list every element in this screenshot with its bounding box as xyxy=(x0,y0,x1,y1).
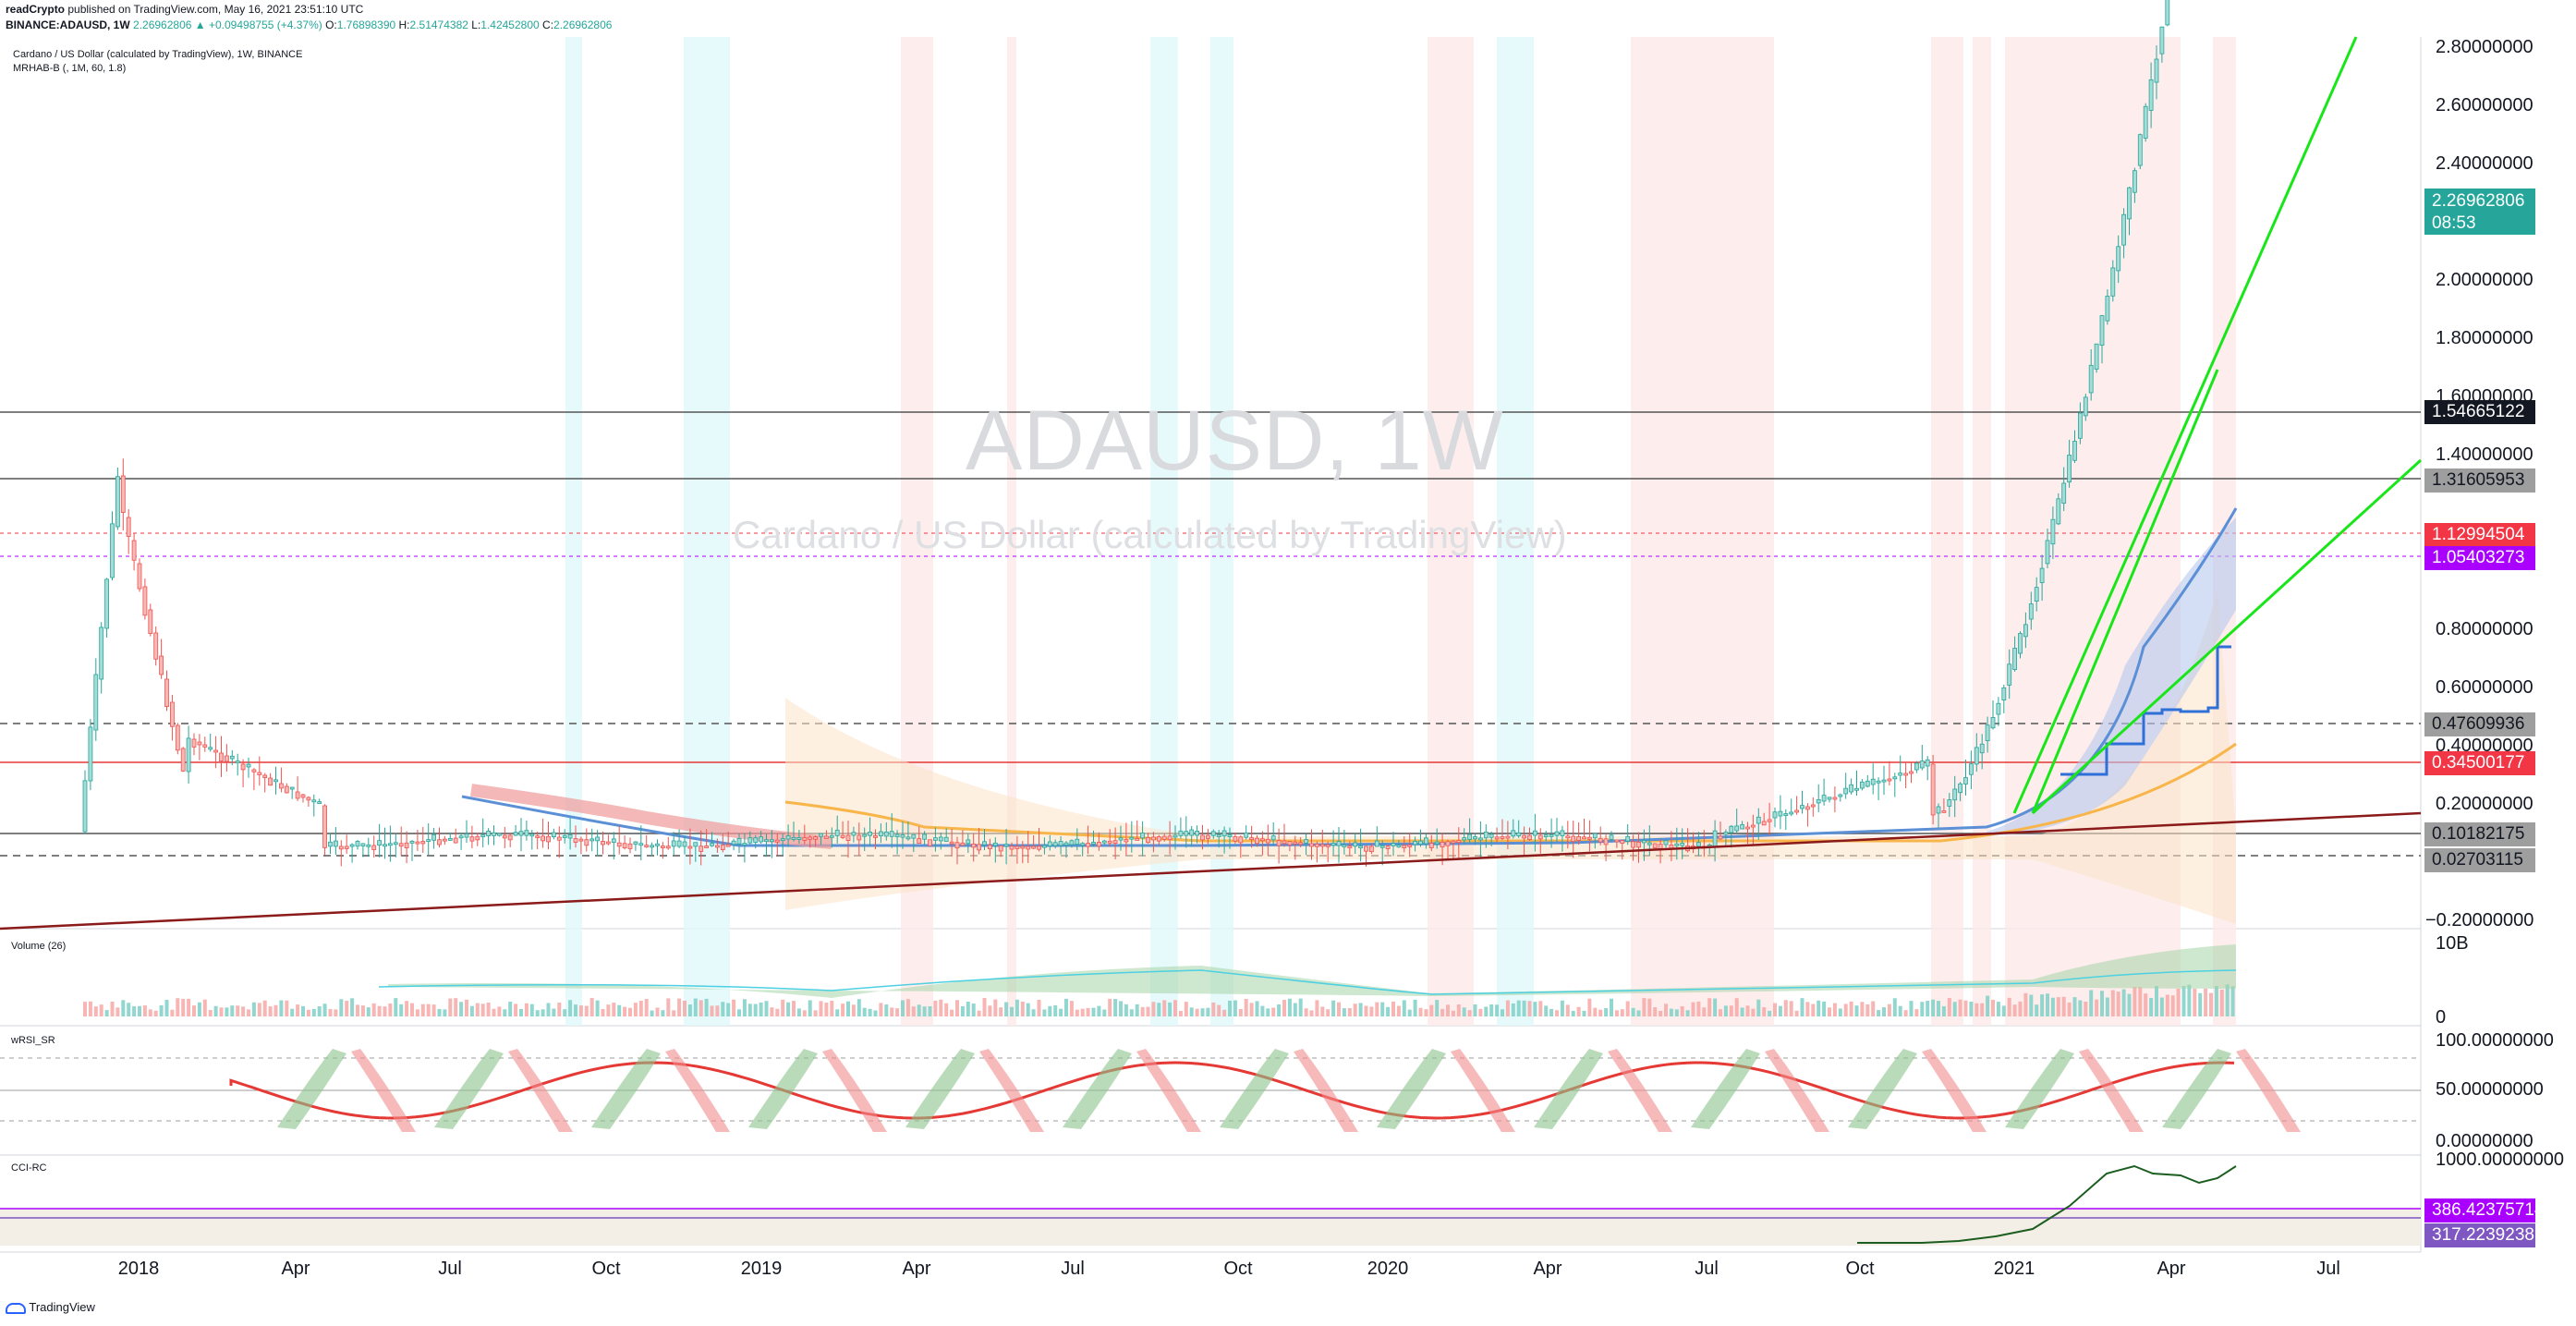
red-ma-line xyxy=(470,784,832,849)
cci-pane xyxy=(0,1164,2421,1246)
level-badge-5: 0.47609936 xyxy=(2424,712,2535,736)
last-price-badge: 2.26962806 08:53 xyxy=(2424,189,2535,235)
wrsi-pane-title[interactable]: wRSI_SR xyxy=(11,1035,55,1046)
level-badge-4: 1.05403273 xyxy=(2424,546,2535,570)
cci-badge-2: 317.22392389 xyxy=(2424,1223,2545,1247)
volume-axis-top: 10B xyxy=(2436,933,2469,954)
wrsi-axis-100: 100.00000000 xyxy=(2436,1030,2554,1051)
level-badge-6: 0.34500177 xyxy=(2424,751,2535,775)
publish-line: readCrypto published on TradingView.com,… xyxy=(6,3,364,16)
orange-ma-line xyxy=(784,742,2237,843)
level-badge-3: 1.12994504 xyxy=(2424,523,2535,547)
level-badge-8: 0.02703115 xyxy=(2424,848,2535,872)
cloud-area xyxy=(1987,517,2236,836)
green-trendline-mid xyxy=(2031,369,2219,814)
cci-badge-1: 386.42375714 xyxy=(2424,1198,2545,1223)
level-badge-7: 0.10182175 xyxy=(2424,822,2535,846)
volume-pane-title[interactable]: Volume (26) xyxy=(11,941,67,952)
tradingview-cloud-icon xyxy=(6,1302,26,1314)
price-candles xyxy=(82,0,2170,867)
author-name[interactable]: readCrypto xyxy=(6,3,66,16)
wrsi-axis-0: 0.00000000 xyxy=(2436,1131,2533,1151)
level-badge-2: 1.31605953 xyxy=(2424,468,2535,493)
green-trendline-steep xyxy=(2012,36,2358,814)
indicator-legend[interactable]: MRHAB-B (, 1M, 60, 1.8) xyxy=(13,63,127,74)
watermark-description: Cardano / US Dollar (calculated by Tradi… xyxy=(733,513,1567,556)
wrsi-pane xyxy=(0,1049,2421,1132)
red-trendline xyxy=(0,811,2422,931)
volume-ma-line xyxy=(378,969,2237,995)
volume-ma-area xyxy=(388,944,2236,998)
volume-axis-bottom: 0 xyxy=(2436,1007,2447,1028)
series-legend[interactable]: Cardano / US Dollar (calculated by Tradi… xyxy=(13,49,303,60)
wrsi-axis-50: 50.00000000 xyxy=(2436,1079,2544,1100)
green-trendline-shallow xyxy=(2031,458,2423,815)
blue-step-line xyxy=(2060,645,2231,776)
cci-pane-title[interactable]: CCI-RC xyxy=(11,1162,47,1174)
cci-axis-top: 1000.00000000 xyxy=(2436,1150,2565,1170)
level-badge-1: 1.54665122 xyxy=(2424,400,2535,424)
watermark-symbol: ADAUSD, 1W xyxy=(966,394,1504,488)
volume-pane xyxy=(83,984,2235,1016)
ohlc-line: BINANCE:ADAUSD, 1W 2.26962806 ▲ +0.09498… xyxy=(6,18,613,31)
tradingview-logo[interactable]: TradingView xyxy=(6,1300,95,1314)
background-bands xyxy=(565,37,2236,1026)
